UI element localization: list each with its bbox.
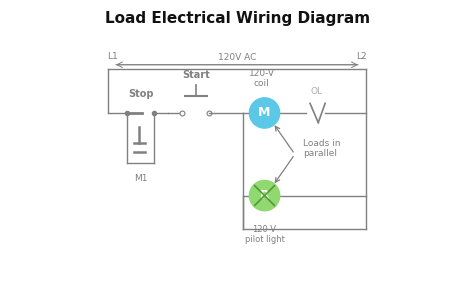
Text: Loads in
parallel: Loads in parallel (303, 139, 341, 158)
Circle shape (249, 180, 280, 211)
Text: L1: L1 (108, 52, 118, 61)
Circle shape (249, 98, 280, 128)
Text: L2: L2 (356, 52, 366, 61)
Text: R: R (260, 189, 269, 202)
Text: M1: M1 (134, 174, 147, 183)
Text: Stop: Stop (128, 89, 154, 99)
Text: Load Electrical Wiring Diagram: Load Electrical Wiring Diagram (105, 11, 370, 26)
Text: M: M (258, 106, 271, 119)
Text: 120V AC: 120V AC (218, 53, 256, 62)
Text: 120-V
coil: 120-V coil (249, 69, 275, 88)
Text: OL: OL (311, 87, 323, 96)
Text: Start: Start (182, 70, 210, 80)
Text: 120-V
pilot light: 120-V pilot light (245, 225, 284, 244)
